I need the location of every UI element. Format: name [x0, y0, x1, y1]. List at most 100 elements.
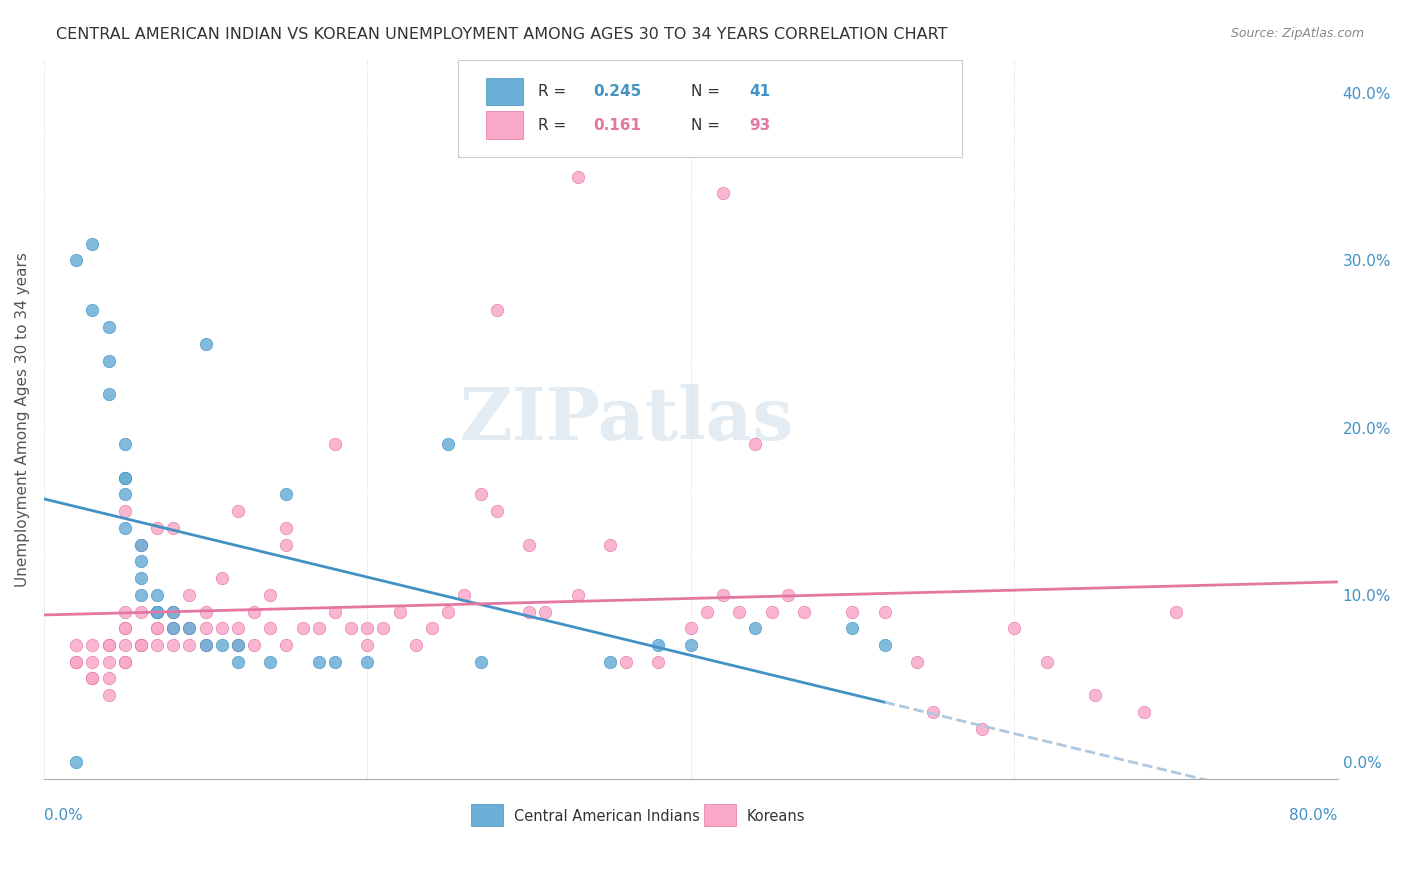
Bar — [471, 804, 503, 826]
Point — [129, 638, 152, 652]
Point — [761, 605, 783, 619]
Text: Koreans: Koreans — [747, 809, 804, 823]
Point — [437, 437, 460, 451]
Point — [276, 521, 298, 535]
Point — [97, 387, 120, 401]
Point — [599, 655, 621, 669]
Point — [793, 605, 815, 619]
Point — [437, 605, 460, 619]
Point — [97, 353, 120, 368]
Point — [420, 621, 443, 635]
Point — [728, 605, 751, 619]
Point — [146, 638, 169, 652]
Text: N =: N = — [690, 84, 724, 99]
Point — [82, 303, 104, 318]
Point — [97, 320, 120, 334]
Point — [647, 655, 669, 669]
Point — [97, 638, 120, 652]
Point — [776, 588, 799, 602]
Point — [129, 638, 152, 652]
Point — [65, 655, 87, 669]
Point — [146, 621, 169, 635]
Point — [841, 621, 863, 635]
Point — [129, 538, 152, 552]
Point — [614, 655, 637, 669]
Point — [696, 605, 718, 619]
Point — [470, 655, 492, 669]
Point — [567, 169, 589, 184]
Point — [97, 638, 120, 652]
Point — [243, 605, 266, 619]
Point — [1084, 688, 1107, 702]
Point — [146, 588, 169, 602]
Point — [114, 621, 136, 635]
Point — [873, 605, 896, 619]
Point — [82, 638, 104, 652]
Text: 41: 41 — [749, 84, 770, 99]
Point — [65, 253, 87, 268]
Point — [162, 638, 184, 652]
Point — [905, 655, 928, 669]
Point — [129, 571, 152, 585]
Point — [146, 521, 169, 535]
Point — [243, 638, 266, 652]
Point — [194, 605, 217, 619]
Point — [308, 655, 330, 669]
Point — [162, 621, 184, 635]
Point — [1035, 655, 1057, 669]
Point — [356, 655, 378, 669]
Point — [259, 588, 281, 602]
Point — [162, 605, 184, 619]
Bar — [486, 112, 523, 139]
Point — [65, 655, 87, 669]
Point — [179, 588, 201, 602]
Text: 0.161: 0.161 — [593, 118, 641, 133]
Point — [162, 521, 184, 535]
Point — [97, 672, 120, 686]
Point — [970, 722, 993, 736]
Point — [453, 588, 475, 602]
Point — [485, 504, 508, 518]
Point — [129, 538, 152, 552]
Point — [97, 688, 120, 702]
Point — [1164, 605, 1187, 619]
Point — [1002, 621, 1025, 635]
Point — [405, 638, 427, 652]
Point — [841, 605, 863, 619]
Point — [1132, 705, 1154, 719]
Point — [388, 605, 411, 619]
Point — [470, 487, 492, 501]
Point — [647, 638, 669, 652]
Point — [259, 655, 281, 669]
Point — [340, 621, 363, 635]
Point — [65, 638, 87, 652]
Point — [162, 605, 184, 619]
Point — [323, 437, 346, 451]
Text: N =: N = — [690, 118, 724, 133]
Point — [276, 487, 298, 501]
Point — [194, 638, 217, 652]
Point — [211, 621, 233, 635]
Text: 80.0%: 80.0% — [1289, 807, 1337, 822]
Text: 0.0%: 0.0% — [44, 807, 83, 822]
Point — [146, 605, 169, 619]
Text: ZIPatlas: ZIPatlas — [458, 384, 793, 455]
Point — [129, 605, 152, 619]
Point — [226, 655, 249, 669]
Point — [114, 655, 136, 669]
Point — [356, 638, 378, 652]
Point — [114, 521, 136, 535]
Point — [276, 638, 298, 652]
Bar — [486, 78, 523, 105]
Point — [599, 538, 621, 552]
Point — [711, 186, 734, 201]
Point — [162, 621, 184, 635]
Point — [323, 655, 346, 669]
Point — [226, 638, 249, 652]
Point — [226, 504, 249, 518]
Point — [323, 605, 346, 619]
Point — [114, 437, 136, 451]
Point — [211, 571, 233, 585]
Point — [129, 554, 152, 568]
Y-axis label: Unemployment Among Ages 30 to 34 years: Unemployment Among Ages 30 to 34 years — [15, 252, 30, 587]
